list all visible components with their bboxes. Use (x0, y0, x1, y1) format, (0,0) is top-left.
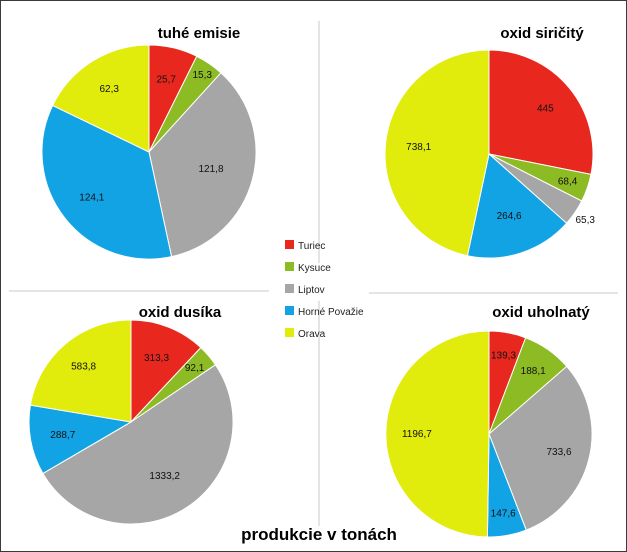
slice-value-label: 68,4 (558, 177, 578, 188)
chart-title: oxid dusíka (139, 304, 222, 321)
slice-value-label: 264,6 (497, 211, 522, 222)
pie-slice-liptov (148, 72, 257, 258)
slice-value-label: 139,3 (491, 351, 516, 362)
slice-value-label: 733,6 (546, 447, 571, 458)
pie-slice-orava (384, 49, 490, 257)
slice-value-label: 121,8 (198, 164, 223, 175)
slice-value-label: 92,1 (185, 363, 205, 374)
slice-value-label: 583,8 (71, 361, 96, 372)
slice-value-label: 445 (537, 103, 554, 114)
legend-swatch (285, 240, 294, 249)
slice-value-label: 15,3 (192, 70, 212, 81)
legend-swatch (285, 306, 294, 315)
chart-title: oxid uholnatý (492, 304, 590, 321)
slice-value-label: 288,7 (50, 430, 75, 441)
slice-value-label: 25,7 (156, 75, 176, 86)
slice-value-label: 313,3 (144, 353, 169, 364)
pie-slice-orava (385, 330, 490, 538)
slice-value-label: 124,1 (79, 193, 104, 204)
legend-label: Liptov (298, 285, 325, 296)
legend-item-horne-povazie: Horné Považie (285, 306, 364, 318)
chart-title: tuhé emisie (158, 25, 241, 42)
pie-chart-oxid-dusika: 313,3 92,1 1333,2 288,7 583,8 oxid dusíka (28, 304, 234, 525)
slice-value-label: 65,3 (575, 215, 595, 226)
slice-value-label: 147,6 (491, 509, 516, 520)
legend-swatch (285, 262, 294, 271)
pie-chart-oxid-siricity: 445 68,4 65,3 264,6 738,1 oxid siričitý (384, 25, 595, 259)
pie-slice-liptov (42, 364, 234, 525)
legend-swatch (285, 284, 294, 293)
pie-slice-orava (29, 319, 132, 423)
legend-label: Turiec (298, 241, 325, 252)
pie-slice-liptov (488, 365, 593, 531)
pie-slice-horne-povazie (41, 104, 173, 260)
footer-title: produkcie v tonách (241, 525, 397, 544)
legend-item-liptov: Liptov (285, 284, 325, 296)
legend-swatch (285, 328, 294, 337)
slice-value-label: 62,3 (99, 84, 119, 95)
pie-slice-orava (51, 44, 150, 153)
legend-item-kysuce: Kysuce (285, 262, 331, 274)
legend-item-orava: Orava (285, 328, 326, 340)
pie-chart-tuhe-emisie: 25,7 15,3 121,8 124,1 62,3 tuhé emisie (41, 25, 257, 260)
chart-title: oxid siričitý (500, 25, 584, 42)
slice-value-label: 738,1 (406, 142, 431, 153)
legend-label: Horné Považie (298, 307, 364, 318)
pie-slice-horne-povazie (28, 404, 133, 475)
legend-label: Kysuce (298, 263, 331, 274)
pie-chart-oxid-uholnaty: 139,3 188,1 733,6 147,6 1196,7 oxid uholnatý (385, 304, 593, 538)
pie-slice-turiec (130, 319, 202, 424)
pie-slice-horne-povazie (466, 153, 568, 259)
slice-value-label: 188,1 (521, 366, 546, 377)
legend-item-turiec: Turiec (285, 240, 325, 252)
pie-slice-turiec (488, 49, 594, 175)
slice-value-label: 1196,7 (402, 429, 432, 440)
pies-group: 25,7 15,3 121,8 124,1 62,3 tuhé emisie 445 68,4… (28, 25, 595, 538)
legend: Turiec Kysuce Liptov Horné Považie Orava (285, 240, 364, 340)
legend-label: Orava (298, 329, 326, 340)
slice-value-label: 1333,2 (149, 471, 180, 482)
